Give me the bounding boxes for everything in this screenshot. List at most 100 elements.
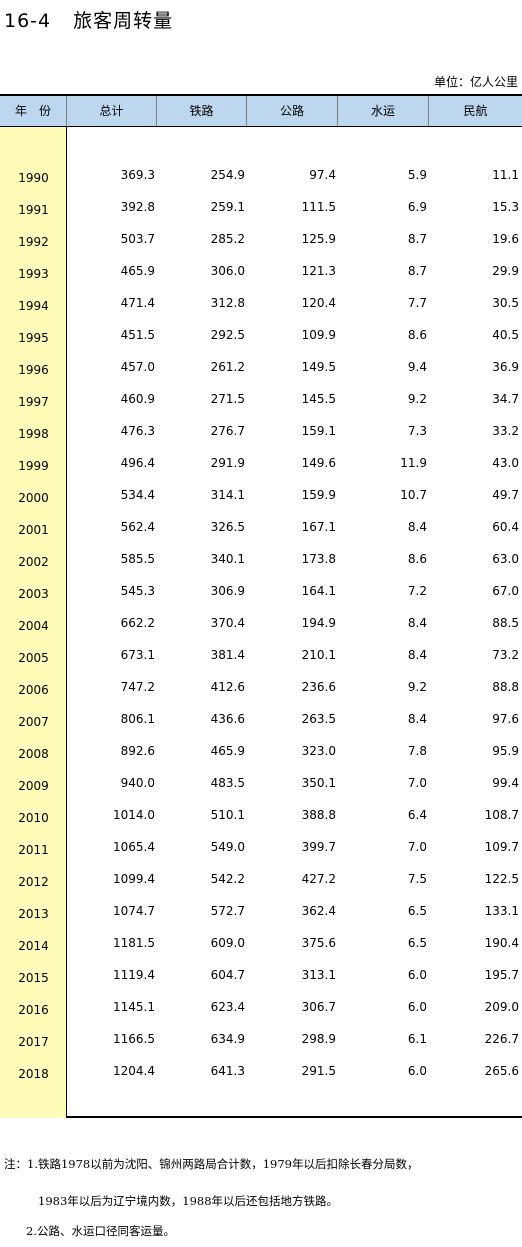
total-cell: 1099.4 xyxy=(113,872,155,886)
rail-cell: 254.9 xyxy=(210,168,245,182)
water-cell: 7.8 xyxy=(407,744,427,758)
air-cell: 73.2 xyxy=(492,648,519,662)
note-line-3: 2.公路、水运口径同客运量。 xyxy=(26,1224,175,1238)
air-cell: 43.0 xyxy=(492,456,519,470)
road-cell: 291.5 xyxy=(301,1064,336,1078)
year-cell: 2010 xyxy=(18,811,49,825)
table-row: 1992 503.7 285.2 125.9 8.7 19.6 xyxy=(0,223,522,255)
total-cell: 585.5 xyxy=(120,552,155,566)
air-cell: 33.2 xyxy=(492,424,519,438)
table-row: 2002 585.5 340.1 173.8 8.6 63.0 xyxy=(0,543,522,575)
water-cell: 6.0 xyxy=(407,1000,427,1014)
air-cell: 36.9 xyxy=(492,360,519,374)
table-row: 1994 471.4 312.8 120.4 7.7 30.5 xyxy=(0,287,522,319)
year-cell: 2001 xyxy=(18,523,49,537)
total-cell: 457.0 xyxy=(120,360,155,374)
water-cell: 9.2 xyxy=(407,680,427,694)
table-number: 16-4 xyxy=(4,10,52,32)
table-row: 2008 892.6 465.9 323.0 7.8 95.9 xyxy=(0,735,522,767)
rail-cell: 510.1 xyxy=(210,808,245,822)
total-cell: 562.4 xyxy=(120,520,155,534)
table-row: 2005 673.1 381.4 210.1 8.4 73.2 xyxy=(0,639,522,671)
year-cell: 2015 xyxy=(18,971,49,985)
total-cell: 460.9 xyxy=(120,392,155,406)
rail-cell: 542.2 xyxy=(210,872,245,886)
year-cell: 1992 xyxy=(18,235,49,249)
road-cell: 388.8 xyxy=(301,808,336,822)
year-cell: 2005 xyxy=(18,651,49,665)
air-cell: 15.3 xyxy=(492,200,519,214)
water-cell: 8.4 xyxy=(407,520,427,534)
road-cell: 298.9 xyxy=(301,1032,336,1046)
rail-cell: 306.0 xyxy=(210,264,245,278)
total-cell: 1204.4 xyxy=(113,1064,155,1078)
air-cell: 88.8 xyxy=(492,680,519,694)
air-cell: 109.7 xyxy=(484,840,519,854)
rail-cell: 483.5 xyxy=(210,776,245,790)
table-row: 1991 392.8 259.1 111.5 6.9 15.3 xyxy=(0,191,522,223)
water-cell: 9.2 xyxy=(407,392,427,406)
table-header: 年 份 总计 铁路 公路 水运 民航 xyxy=(0,96,522,127)
total-cell: 465.9 xyxy=(120,264,155,278)
air-cell: 67.0 xyxy=(492,584,519,598)
water-cell: 7.5 xyxy=(407,872,427,886)
air-cell: 88.5 xyxy=(492,616,519,630)
total-cell: 1065.4 xyxy=(113,840,155,854)
rail-cell: 634.9 xyxy=(210,1032,245,1046)
air-cell: 95.9 xyxy=(492,744,519,758)
year-cell: 2008 xyxy=(18,747,49,761)
rail-cell: 326.5 xyxy=(210,520,245,534)
air-cell: 195.7 xyxy=(484,968,519,982)
air-cell: 60.4 xyxy=(492,520,519,534)
rail-cell: 312.8 xyxy=(210,296,245,310)
total-cell: 545.3 xyxy=(120,584,155,598)
rail-cell: 285.2 xyxy=(210,232,245,246)
total-cell: 806.1 xyxy=(120,712,155,726)
road-cell: 362.4 xyxy=(301,904,336,918)
water-cell: 10.7 xyxy=(400,488,427,502)
header-air: 民航 xyxy=(463,104,488,118)
water-cell: 8.4 xyxy=(407,712,427,726)
year-cell: 2000 xyxy=(18,491,49,505)
year-cell: 1991 xyxy=(18,203,49,217)
road-cell: 164.1 xyxy=(301,584,336,598)
road-cell: 263.5 xyxy=(301,712,336,726)
table-row: 2018 1204.4 641.3 291.5 6.0 265.6 xyxy=(0,1055,522,1087)
total-cell: 1145.1 xyxy=(113,1000,155,1014)
total-cell: 496.4 xyxy=(120,456,155,470)
total-cell: 451.5 xyxy=(120,328,155,342)
rail-cell: 261.2 xyxy=(210,360,245,374)
rail-cell: 381.4 xyxy=(210,648,245,662)
rail-cell: 292.5 xyxy=(210,328,245,342)
table-row: 2012 1099.4 542.2 427.2 7.5 122.5 xyxy=(0,863,522,895)
table-row: 2000 534.4 314.1 159.9 10.7 49.7 xyxy=(0,479,522,511)
rail-cell: 271.5 xyxy=(210,392,245,406)
total-cell: 534.4 xyxy=(120,488,155,502)
air-cell: 209.0 xyxy=(484,1000,519,1014)
year-cell: 1995 xyxy=(18,331,49,345)
rail-cell: 276.7 xyxy=(210,424,245,438)
rail-cell: 623.4 xyxy=(210,1000,245,1014)
year-cell: 2012 xyxy=(18,875,49,889)
table-row: 1990 369.3 254.9 97.4 5.9 11.1 xyxy=(0,159,522,191)
water-cell: 7.0 xyxy=(407,776,427,790)
road-cell: 399.7 xyxy=(301,840,336,854)
water-cell: 8.6 xyxy=(407,552,427,566)
road-cell: 306.7 xyxy=(301,1000,336,1014)
rail-cell: 549.0 xyxy=(210,840,245,854)
table-row: 2009 940.0 483.5 350.1 7.0 99.4 xyxy=(0,767,522,799)
air-cell: 34.7 xyxy=(492,392,519,406)
road-cell: 167.1 xyxy=(301,520,336,534)
header-rail: 铁路 xyxy=(157,96,247,126)
water-cell: 6.0 xyxy=(407,1064,427,1078)
road-cell: 173.8 xyxy=(301,552,336,566)
total-cell: 673.1 xyxy=(120,648,155,662)
air-cell: 108.7 xyxy=(484,808,519,822)
table-row: 1995 451.5 292.5 109.9 8.6 40.5 xyxy=(0,319,522,351)
water-cell: 7.2 xyxy=(407,584,427,598)
total-cell: 662.2 xyxy=(120,616,155,630)
road-cell: 109.9 xyxy=(301,328,336,342)
table-row: 2015 1119.4 604.7 313.1 6.0 195.7 xyxy=(0,959,522,991)
year-cell: 2004 xyxy=(18,619,49,633)
road-cell: 120.4 xyxy=(301,296,336,310)
